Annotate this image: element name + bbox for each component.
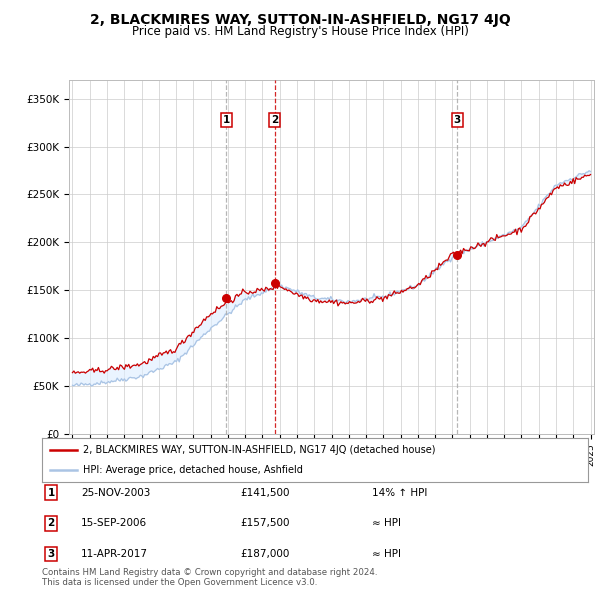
Text: Contains HM Land Registry data © Crown copyright and database right 2024.
This d: Contains HM Land Registry data © Crown c… bbox=[42, 568, 377, 587]
Text: 14% ↑ HPI: 14% ↑ HPI bbox=[372, 488, 427, 497]
Text: £141,500: £141,500 bbox=[240, 488, 290, 497]
Text: 11-APR-2017: 11-APR-2017 bbox=[81, 549, 148, 559]
Text: £187,000: £187,000 bbox=[240, 549, 289, 559]
Text: 15-SEP-2006: 15-SEP-2006 bbox=[81, 519, 147, 528]
Text: £157,500: £157,500 bbox=[240, 519, 290, 528]
Text: ≈ HPI: ≈ HPI bbox=[372, 549, 401, 559]
Text: 2, BLACKMIRES WAY, SUTTON-IN-ASHFIELD, NG17 4JQ (detached house): 2, BLACKMIRES WAY, SUTTON-IN-ASHFIELD, N… bbox=[83, 445, 436, 455]
Text: 25-NOV-2003: 25-NOV-2003 bbox=[81, 488, 151, 497]
Text: 1: 1 bbox=[47, 488, 55, 497]
Text: 3: 3 bbox=[454, 116, 461, 125]
Text: 2: 2 bbox=[47, 519, 55, 528]
Text: 2: 2 bbox=[271, 116, 278, 125]
Text: HPI: Average price, detached house, Ashfield: HPI: Average price, detached house, Ashf… bbox=[83, 465, 303, 475]
Text: 3: 3 bbox=[47, 549, 55, 559]
Text: ≈ HPI: ≈ HPI bbox=[372, 519, 401, 528]
Text: 1: 1 bbox=[223, 116, 230, 125]
Text: 2, BLACKMIRES WAY, SUTTON-IN-ASHFIELD, NG17 4JQ: 2, BLACKMIRES WAY, SUTTON-IN-ASHFIELD, N… bbox=[89, 13, 511, 27]
Text: Price paid vs. HM Land Registry's House Price Index (HPI): Price paid vs. HM Land Registry's House … bbox=[131, 25, 469, 38]
